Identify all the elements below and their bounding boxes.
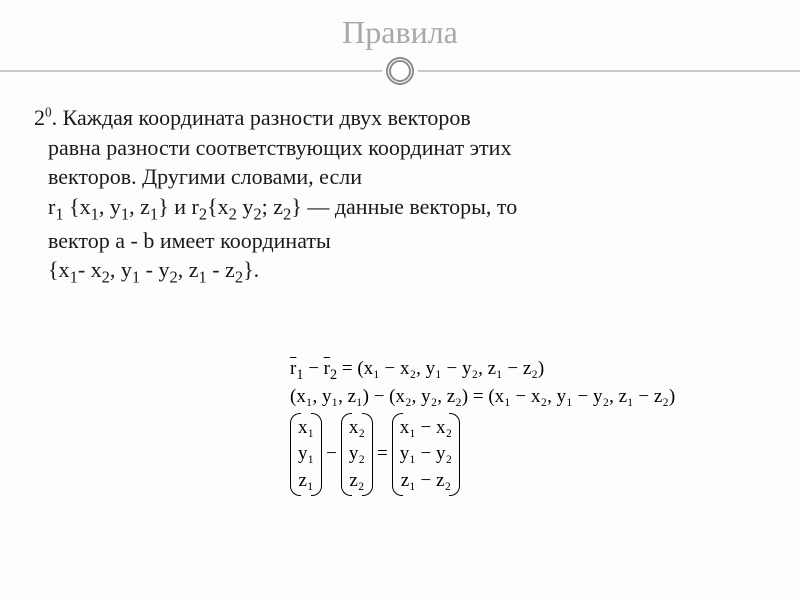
rule-line-2: равна разности соответствующих координат… bbox=[34, 133, 766, 163]
rule-line-6: {x1- x2, y1 - y2, z1 - z2}. bbox=[34, 255, 766, 289]
rule-l1: . Каждая координата разности двух вектор… bbox=[52, 105, 471, 130]
equals-op: = bbox=[377, 443, 388, 466]
formula-row-3: x₁ y₁ z₁ − x₂ y₂ z₂ = x₁ − x₂ y₁ − y₂ z₁… bbox=[290, 413, 675, 497]
minus-op: − bbox=[326, 443, 337, 466]
formula-block: r1 − r2 = (x₁ − x₂, y₁ − y₂, z₁ − z₂) (x… bbox=[290, 358, 675, 496]
rule-number: 2 bbox=[34, 105, 45, 130]
degree-mark: 0 bbox=[45, 105, 52, 120]
rule-line-1: 20. Каждая координата разности двух вект… bbox=[34, 103, 766, 133]
rule-text: 20. Каждая координата разности двух вект… bbox=[0, 85, 800, 289]
rule-line-3: векторов. Другими словами, если bbox=[34, 162, 766, 192]
slide-title: Правила bbox=[0, 0, 800, 51]
formula-row-1: r1 − r2 = (x₁ − x₂, y₁ − y₂, z₁ − z₂) bbox=[290, 358, 675, 384]
divider-line-left bbox=[0, 70, 382, 72]
matrix-1: x₁ y₁ z₁ bbox=[292, 413, 320, 497]
divider-circle-icon bbox=[386, 57, 414, 85]
matrix-2: x₂ y₂ z₂ bbox=[343, 413, 371, 497]
slide: Правила 20. Каждая координата разности д… bbox=[0, 0, 800, 600]
matrix-3: x₁ − x₂ y₁ − y₂ z₁ − z₂ bbox=[394, 413, 458, 497]
rule-line-4: r1 {x1, y1, z1} и r2{x2 y2; z2} — данные… bbox=[34, 192, 766, 226]
divider-line-right bbox=[418, 70, 800, 72]
formula-row-2: (x₁, y₁, z₁) − (x₂, y₂, z₂) = (x₁ − x₂, … bbox=[290, 386, 675, 409]
rule-line-5: вектор a - b имеет координаты bbox=[34, 226, 766, 256]
title-divider bbox=[0, 57, 800, 85]
